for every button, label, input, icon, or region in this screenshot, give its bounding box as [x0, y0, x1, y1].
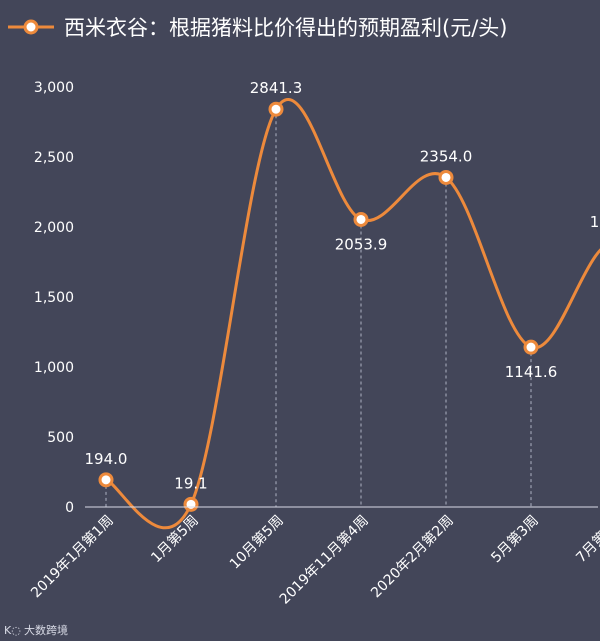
data-label: 2354.0 — [420, 147, 473, 165]
data-point — [98, 472, 114, 488]
data-label: 19.1 — [174, 474, 207, 492]
legend-label: 西米衣谷：根据猪料比价得出的预期盈利(元/头) — [64, 16, 507, 40]
y-tick-label: 2,500 — [34, 150, 74, 166]
data-point — [353, 211, 369, 227]
x-tick-label: 2019年1月第1周 — [27, 512, 116, 601]
data-points — [98, 101, 539, 512]
series-line — [105, 98, 600, 530]
x-tick-label: 1月第5周 — [148, 512, 202, 566]
y-tick-label: 0 — [65, 500, 74, 516]
y-axis: 0 500 1,000 1,500 2,000 2,500 3,000 — [34, 80, 74, 516]
data-point — [183, 496, 199, 512]
x-tick-label: 5月第3周 — [488, 512, 542, 566]
data-label: 194.0 — [85, 450, 128, 468]
x-tick-label: 7月第3周 — [573, 512, 600, 566]
data-point — [268, 101, 284, 117]
data-label: 1141.6 — [505, 363, 558, 381]
drop-lines — [105, 109, 532, 507]
watermark-text: 大数跨境 — [24, 623, 68, 637]
data-label: 2053.9 — [335, 235, 388, 253]
x-tick-label: 10月第5周 — [226, 512, 287, 573]
data-labels: 194.019.12841.32053.92354.01141.61886.78… — [85, 79, 600, 492]
data-label: 2841.3 — [250, 79, 303, 97]
legend-marker-icon — [23, 19, 39, 35]
data-point — [523, 339, 539, 355]
x-tick-label: 2019年11月第4周 — [276, 512, 372, 608]
y-tick-label: 1,000 — [34, 360, 74, 376]
watermark-logo-icon: K◌ — [4, 624, 21, 637]
legend: 西米衣谷：根据猪料比价得出的预期盈利(元/头) — [8, 16, 507, 40]
x-axis: 2019年1月第1周 1月第5周 10月第5周2019年11月第4周2020年2月第… — [27, 512, 600, 608]
data-label: 1886.7 — [590, 213, 600, 231]
y-tick-label: 2,000 — [34, 220, 74, 236]
watermark: K◌ 大数跨境 — [4, 623, 68, 637]
data-point — [438, 169, 454, 185]
y-tick-label: 3,000 — [34, 80, 74, 96]
x-tick-label: 2020年2月第2周 — [367, 512, 456, 601]
y-tick-label: 500 — [47, 430, 74, 446]
y-tick-label: 1,500 — [34, 290, 74, 306]
